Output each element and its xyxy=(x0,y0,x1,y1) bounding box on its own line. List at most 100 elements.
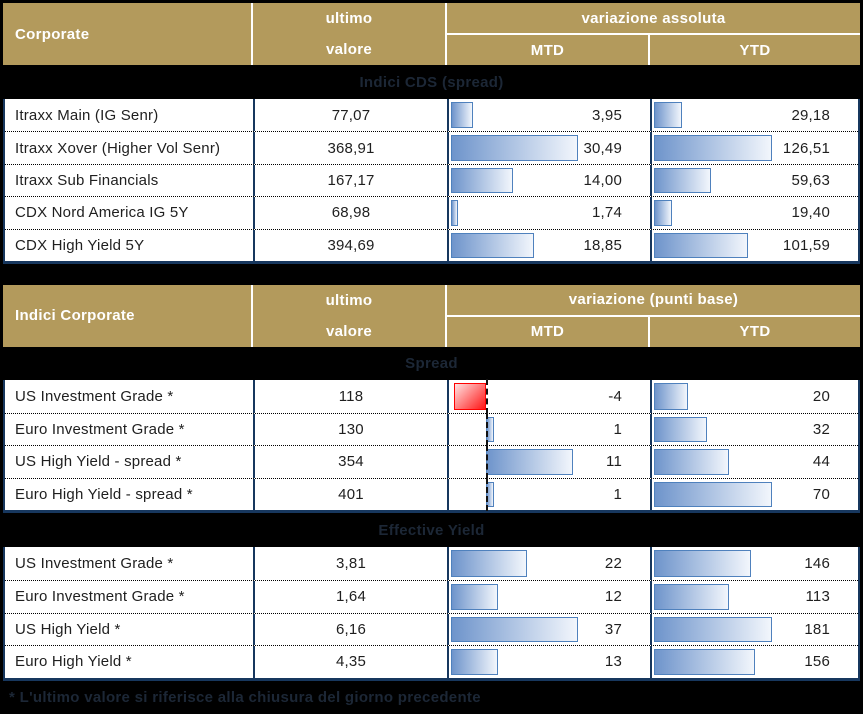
ytd-value: 146 xyxy=(804,555,830,573)
ytd-value: 29,18 xyxy=(791,106,830,124)
ytd-value: 19,40 xyxy=(791,204,830,222)
valore-label: valore xyxy=(326,322,372,340)
row-value: 118 xyxy=(255,379,449,413)
table2-group-label: variazione (punti base) xyxy=(447,285,860,317)
ytd-cell: 19,40 xyxy=(652,197,858,228)
row-value: 6,16 xyxy=(255,613,449,646)
ytd-cell: 29,18 xyxy=(652,99,858,131)
table2-col-ultimo-valore: ultimo valore xyxy=(253,284,447,347)
row-value: 3,81 xyxy=(255,547,449,580)
section-band-effective-yield: Effective Yield xyxy=(3,513,860,548)
mtd-data-bar xyxy=(451,616,578,643)
ytd-data-bar xyxy=(654,167,712,194)
table-row: US Investment Grade * 3,81 22 146 xyxy=(5,547,858,580)
table1-body: Itraxx Main (IG Senr) 77,07 3,95 29,18 I… xyxy=(3,99,860,264)
mtd-cell: 12 xyxy=(449,580,652,613)
ytd-value: 70 xyxy=(812,486,830,504)
ytd-value: 32 xyxy=(812,420,830,438)
mtd-data-bar xyxy=(451,167,514,194)
table2-header: Indici Corporate ultimo valore variazion… xyxy=(3,284,860,347)
ytd-data-bar xyxy=(654,550,751,577)
ytd-cell: 70 xyxy=(652,479,858,511)
mtd-value: 13 xyxy=(604,653,622,671)
ultimo-label: ultimo xyxy=(325,291,373,309)
table2-variation-group: variazione (punti base) MTD YTD xyxy=(447,285,860,347)
row-label: Euro High Yield - spread * xyxy=(5,478,255,511)
table-row: US High Yield * 6,16 37 181 xyxy=(5,612,858,646)
mtd-negative-data-bar xyxy=(453,382,486,410)
table1-mtd-ytd-row: MTD YTD xyxy=(447,35,860,65)
mtd-cell: 37 xyxy=(449,613,652,646)
mtd-data-bar xyxy=(485,449,573,475)
ultimo-label: ultimo xyxy=(325,10,373,27)
mtd-cell: 1 xyxy=(449,477,652,511)
ytd-data-bar xyxy=(654,200,673,226)
row-label: Euro Investment Grade * xyxy=(5,413,255,446)
row-value: 1,64 xyxy=(255,580,449,613)
ytd-cell: 113 xyxy=(652,581,858,613)
mtd-cell: 1 xyxy=(449,412,652,446)
valore-label: valore xyxy=(326,41,372,58)
row-label: Itraxx Sub Financials xyxy=(5,164,255,197)
table-row: CDX High Yield 5Y 394,69 18,85 101,59 xyxy=(5,228,858,261)
ytd-data-bar xyxy=(654,232,748,258)
row-label: US High Yield - spread * xyxy=(5,446,255,478)
mtd-data-bar xyxy=(451,550,528,577)
mtd-cell: 18,85 xyxy=(449,229,652,261)
row-value: 167,17 xyxy=(255,164,449,197)
table-separator xyxy=(3,263,860,285)
row-label: US Investment Grade * xyxy=(5,379,255,413)
table1-ytd-header: YTD xyxy=(739,41,771,59)
table-row: Itraxx Xover (Higher Vol Senr) 368,91 30… xyxy=(5,131,858,164)
footnote: * L'ultimo valore si riferisce alla chiu… xyxy=(3,680,860,714)
ytd-data-bar xyxy=(654,135,773,161)
ytd-value: 101,59 xyxy=(782,236,830,254)
row-value: 4,35 xyxy=(255,646,449,678)
ytd-value: 113 xyxy=(805,588,830,606)
ytd-value: 59,63 xyxy=(791,171,830,189)
mtd-value: 14,00 xyxy=(583,171,622,189)
ytd-data-bar xyxy=(654,449,729,475)
row-label: CDX High Yield 5Y xyxy=(5,229,255,261)
mtd-data-bar xyxy=(451,200,459,226)
row-label: US Investment Grade * xyxy=(5,547,255,580)
mtd-cell: 14,00 xyxy=(449,164,652,197)
mtd-data-bar xyxy=(451,232,535,258)
table-row: US Investment Grade * 118 -4 20 xyxy=(5,378,858,414)
table1-col-ultimo-valore: ultimo valore xyxy=(253,3,447,65)
ytd-value: 126,51 xyxy=(782,139,830,157)
row-label: CDX Nord America IG 5Y xyxy=(5,197,255,229)
row-value: 368,91 xyxy=(255,132,449,164)
section-band-spread: Spread xyxy=(3,346,860,380)
ytd-data-bar xyxy=(654,102,683,129)
mtd-value: 37 xyxy=(604,620,622,638)
ytd-data-bar xyxy=(654,382,688,410)
ytd-data-bar xyxy=(654,616,773,643)
ytd-value: 156 xyxy=(804,653,830,671)
ytd-cell: 126,51 xyxy=(652,132,858,163)
table2-mtd-header: MTD xyxy=(447,316,650,347)
mtd-cell: -4 xyxy=(449,378,652,414)
table-row: Euro High Yield * 4,35 13 156 xyxy=(5,645,858,678)
mtd-value: -4 xyxy=(608,387,622,405)
mtd-value: 1 xyxy=(613,486,622,504)
row-label: Euro High Yield * xyxy=(5,646,255,678)
mtd-cell: 3,95 xyxy=(449,99,652,132)
row-value: 401 xyxy=(255,478,449,511)
mtd-cell: 22 xyxy=(449,547,652,580)
ytd-cell: 44 xyxy=(652,446,858,478)
table-row: CDX Nord America IG 5Y 68,98 1,74 19,40 xyxy=(5,196,858,229)
ytd-cell: 101,59 xyxy=(652,230,858,261)
table-row: Euro Investment Grade * 1,64 12 113 xyxy=(5,579,858,613)
ytd-cell: 59,63 xyxy=(652,165,858,196)
ytd-cell: 156 xyxy=(652,646,858,678)
table2-yield-body: US Investment Grade * 3,81 22 146 Euro I… xyxy=(3,547,860,681)
mtd-value: 1 xyxy=(613,420,622,438)
row-value: 68,98 xyxy=(255,197,449,229)
row-value: 77,07 xyxy=(255,99,449,132)
table-row: Itraxx Main (IG Senr) 77,07 3,95 29,18 xyxy=(5,99,858,132)
mtd-cell: 13 xyxy=(449,646,652,678)
table-row: US High Yield - spread * 354 11 44 xyxy=(5,445,858,479)
table2-spread-body: US Investment Grade * 118 -4 20 Euro Inv… xyxy=(3,378,860,514)
